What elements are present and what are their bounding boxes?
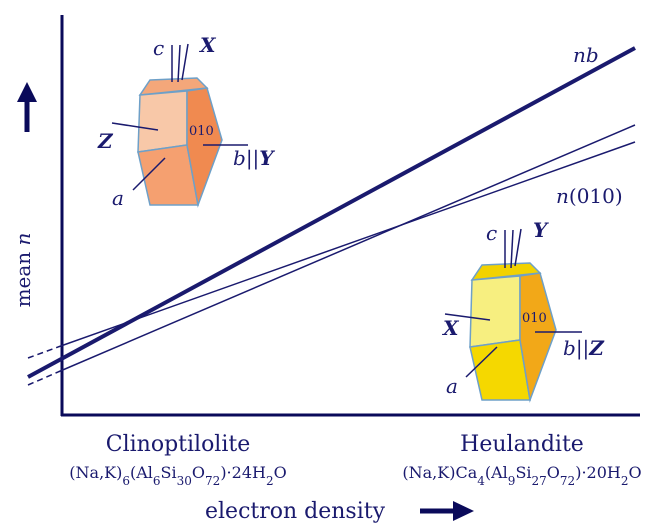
label: a <box>446 374 458 398</box>
subscript: 27 <box>532 474 547 488</box>
label: c <box>153 36 164 60</box>
up-arrow <box>17 82 37 132</box>
formula-part: )·24H <box>220 463 266 482</box>
formula-part: Si <box>515 463 531 482</box>
y-axis-label: mean n <box>11 233 35 308</box>
label: Y <box>533 218 549 242</box>
nb-label: nb <box>573 43 599 67</box>
label: c <box>486 221 497 245</box>
mineral-name: Heulandite <box>460 432 584 457</box>
subscript: 30 <box>177 474 192 488</box>
mineral-name: Clinoptilolite <box>106 432 251 457</box>
label: X <box>198 33 217 57</box>
label: Z <box>97 129 114 153</box>
n010-label: n(010) <box>556 184 623 208</box>
formula-part: )·20H <box>575 463 621 482</box>
subscript: 2 <box>621 474 629 488</box>
subscript: 9 <box>508 474 516 488</box>
mineral-formula: (Na,K)6(Al6Si30O72)·24H2O <box>69 463 286 488</box>
subscript: 72 <box>205 474 220 488</box>
formula-part: O <box>192 463 205 482</box>
formula-part: (Na,K) <box>69 463 122 482</box>
formula-part: (Al <box>130 463 153 482</box>
label: 010 <box>189 124 214 139</box>
formula-part: Si <box>161 463 177 482</box>
dashed-extension <box>28 347 58 358</box>
label: X <box>441 316 460 340</box>
label: b||Y <box>233 146 275 171</box>
label: a <box>112 186 124 210</box>
diagram: nb n(010) mean n electron density Clinop… <box>0 0 657 523</box>
formula-part: O <box>628 463 641 482</box>
formula-part: (Al <box>485 463 508 482</box>
subscript: 2 <box>266 474 274 488</box>
x-axis-label: electron density <box>205 499 386 523</box>
label: 010 <box>522 311 547 326</box>
crystal: c Y X 010 b||Z a <box>441 218 605 400</box>
subscript: 72 <box>560 474 575 488</box>
crystal: c X Z 010 b||Y a <box>97 33 275 210</box>
formula-part: O <box>274 463 287 482</box>
right-arrow <box>420 501 474 521</box>
formula-part: (Na,K)Ca <box>402 463 477 482</box>
subscript: 6 <box>153 474 161 488</box>
label: b||Z <box>563 336 605 361</box>
mineral-formula: (Na,K)Ca4(Al9Si27O72)·20H2O <box>402 463 641 488</box>
formula-part: O <box>547 463 560 482</box>
subscript: 6 <box>122 474 130 488</box>
